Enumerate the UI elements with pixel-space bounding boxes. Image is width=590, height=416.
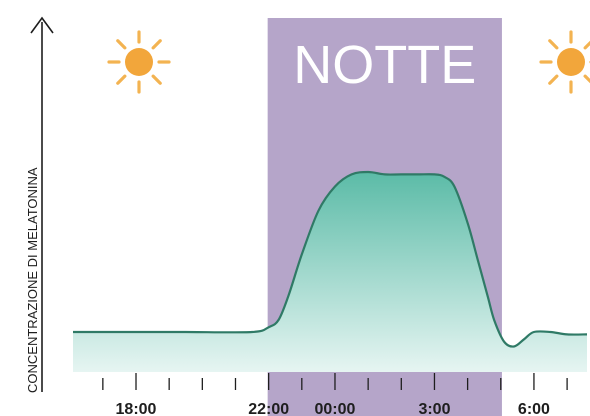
- x-tick-label: 18:00: [116, 401, 157, 416]
- sun-core: [557, 48, 585, 76]
- sun-icon: [539, 30, 590, 94]
- x-axis-labels: 18:00 22:00 00:00 3:00 6:00: [116, 401, 551, 416]
- sun-ray: [151, 74, 162, 85]
- x-axis-ticks: [102, 373, 568, 390]
- x-tick-label: 00:00: [315, 401, 356, 416]
- sun-ray: [583, 74, 590, 84]
- x-tick-label: 3:00: [418, 401, 450, 416]
- sun-ray: [548, 74, 559, 85]
- y-axis-label: CONCENTRAZIONE DI MELATONINA: [25, 167, 40, 393]
- sun-ray: [151, 39, 162, 50]
- melatonin-area: [73, 172, 587, 372]
- x-tick-label: 6:00: [518, 401, 550, 416]
- night-label: NOTTE: [293, 35, 476, 95]
- y-axis-arrow: [30, 16, 54, 34]
- melatonin-curve: [73, 170, 588, 348]
- sun-ray: [583, 40, 590, 50]
- sun-ray: [116, 39, 127, 50]
- x-tick-label: 22:00: [248, 401, 289, 416]
- sun-core: [125, 48, 153, 76]
- sun-ray: [548, 39, 559, 50]
- sun-icon: [107, 30, 171, 94]
- sun-ray: [116, 74, 127, 85]
